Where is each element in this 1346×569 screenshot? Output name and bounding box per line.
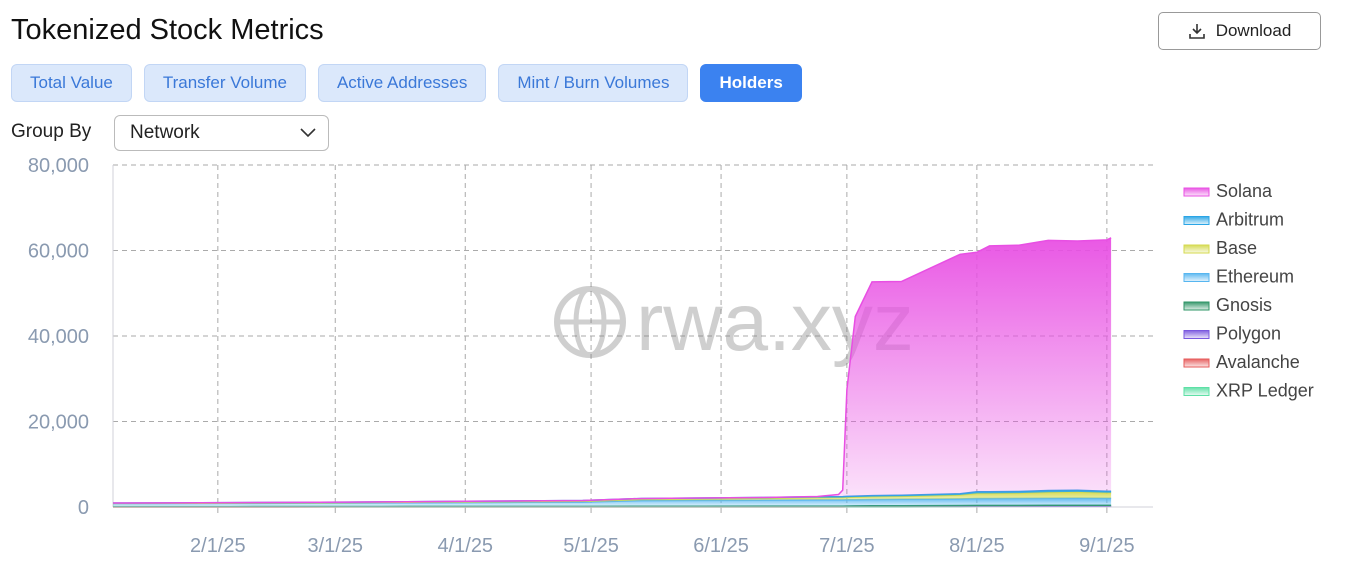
tab[interactable]: Total Value bbox=[11, 64, 132, 102]
legend-swatch bbox=[1183, 301, 1210, 311]
x-tick-label: 4/1/25 bbox=[437, 535, 493, 557]
y-tick-label: 20,000 bbox=[28, 412, 89, 434]
legend-label: XRP Ledger bbox=[1216, 381, 1314, 401]
x-tick-label: 8/1/25 bbox=[949, 535, 1005, 557]
download-label: Download bbox=[1215, 21, 1292, 40]
legend-swatch bbox=[1183, 187, 1210, 197]
tab[interactable]: Transfer Volume bbox=[143, 64, 306, 102]
tab[interactable]: Active Addresses bbox=[317, 64, 487, 102]
y-tick-label: 0 bbox=[78, 497, 89, 519]
x-tick-label: 9/1/25 bbox=[1079, 535, 1135, 557]
download-button[interactable]: Download bbox=[1158, 12, 1321, 50]
group-by-label: Group By bbox=[11, 121, 92, 142]
tab-bar: Total Value Transfer Volume Active Address… bbox=[11, 64, 802, 102]
watermark-globe bbox=[554, 286, 626, 358]
legend-swatch bbox=[1183, 244, 1210, 254]
legend-label: Solana bbox=[1216, 181, 1273, 201]
page-title: Tokenized Stock Metrics bbox=[11, 14, 324, 46]
y-tick-label: 80,000 bbox=[28, 155, 89, 177]
group-by-select[interactable]: Network bbox=[114, 115, 329, 151]
legend-label: Avalanche bbox=[1216, 352, 1300, 372]
legend-label: Polygon bbox=[1216, 324, 1281, 344]
x-tick-label: 2/1/25 bbox=[190, 535, 246, 557]
legend-swatch bbox=[1183, 273, 1210, 282]
tab[interactable]: Mint / Burn Volumes bbox=[498, 64, 689, 102]
area-fill bbox=[113, 237, 1112, 504]
y-tick-label: 40,000 bbox=[28, 326, 89, 348]
watermark-globe bbox=[573, 286, 607, 358]
y-tick-label: 60,000 bbox=[28, 241, 89, 263]
x-tick-label: 6/1/25 bbox=[693, 535, 749, 557]
legend-swatch bbox=[1183, 216, 1210, 225]
legend-swatch bbox=[1183, 330, 1210, 339]
chevron bbox=[300, 128, 316, 138]
area-fill bbox=[113, 491, 1112, 504]
legend-swatch bbox=[1183, 358, 1210, 368]
area-line bbox=[112, 237, 1112, 504]
legend-label: Arbitrum bbox=[1216, 210, 1284, 230]
legend-label: Ethereum bbox=[1216, 267, 1294, 287]
group-by-value: Network bbox=[130, 122, 200, 143]
legend-label: Gnosis bbox=[1216, 295, 1272, 315]
legend-label: Base bbox=[1216, 238, 1257, 258]
legend-swatch bbox=[1183, 387, 1210, 396]
x-tick-label: 3/1/25 bbox=[307, 535, 363, 557]
x-tick-label: 7/1/25 bbox=[819, 535, 875, 557]
tab[interactable]: Holders bbox=[700, 64, 802, 102]
download-icon bbox=[1188, 24, 1205, 39]
x-tick-label: 5/1/25 bbox=[563, 535, 619, 557]
